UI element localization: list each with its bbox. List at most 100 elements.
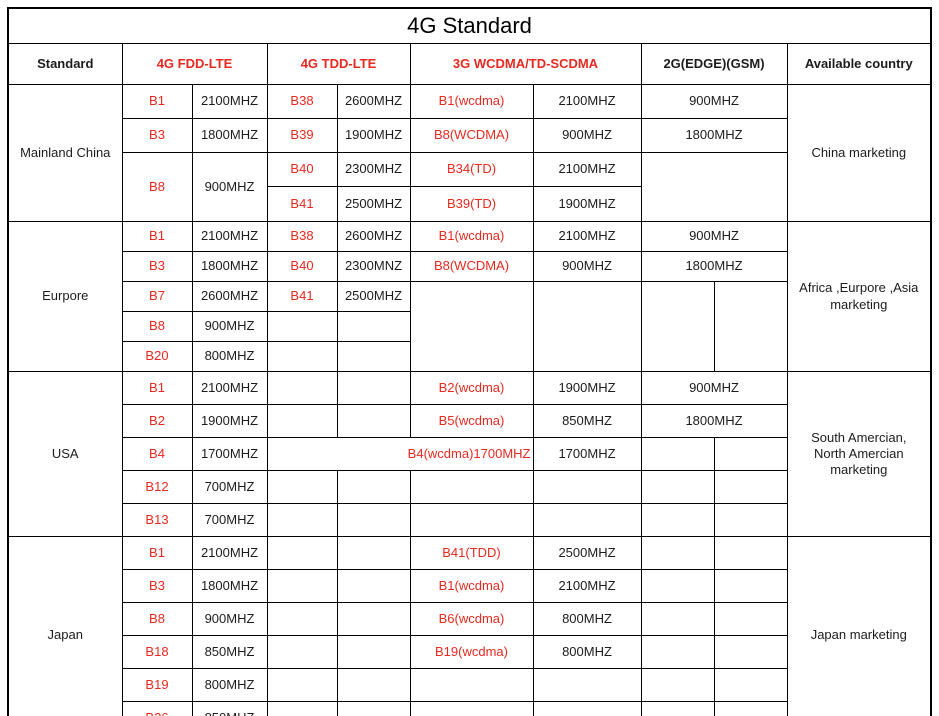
- freq-cell: 800MHZ: [191, 341, 268, 372]
- band-cell: B19(wcdma): [409, 635, 534, 669]
- freq-cell: 1900MHZ: [532, 371, 642, 405]
- freq-cell: 1800MHZ: [191, 118, 268, 153]
- freq-cell: 850MHZ: [191, 701, 268, 716]
- empty-cell: [336, 536, 411, 570]
- empty-cell: [336, 701, 411, 716]
- empty-cell: [640, 503, 715, 537]
- band-cell: B1: [121, 371, 193, 405]
- empty-cell: [409, 281, 534, 372]
- country-cell: China marketing: [786, 84, 932, 222]
- freq-cell: 800MHZ: [191, 668, 268, 702]
- freq-cell: 1700MHZ: [191, 437, 268, 471]
- freq-cell: 850MHZ: [191, 635, 268, 669]
- freq-cell: 900MHZ: [532, 251, 642, 282]
- freq-cell: 1900MHZ: [191, 404, 268, 438]
- freq-cell: 850MHZ: [532, 404, 642, 438]
- freq-cell: 2300MHZ: [336, 152, 411, 187]
- page-title: 4G Standard: [7, 7, 932, 44]
- band-cell: B13: [121, 503, 193, 537]
- freq-cell: 700MHZ: [191, 503, 268, 537]
- freq-cell: 900MHZ: [191, 311, 268, 342]
- empty-cell: [266, 503, 338, 537]
- band-cell: B1(wcdma): [409, 221, 534, 252]
- header-tdd-lte: 4G TDD-LTE: [266, 43, 411, 85]
- empty-cell: [713, 701, 788, 716]
- empty-cell: [532, 503, 642, 537]
- empty-cell: [266, 635, 338, 669]
- table-row: B8 900MHZ: [8, 311, 931, 342]
- band-cell: B4(wcdma)1700MHZ: [266, 437, 534, 471]
- region-cell: USA: [7, 371, 123, 537]
- freq-cell: 1800MHZ: [191, 569, 268, 603]
- band-cell: B20: [121, 341, 193, 372]
- band-cell: B41(TDD): [409, 536, 534, 570]
- band-cell: B41: [266, 186, 338, 222]
- freq-cell: 2600MHZ: [336, 84, 411, 119]
- empty-cell: [266, 569, 338, 603]
- band-cell: B8: [121, 311, 193, 342]
- freq-cell: 2100MHZ: [532, 152, 642, 187]
- freq-cell: 2500MHZ: [336, 281, 411, 312]
- empty-cell: [336, 569, 411, 603]
- empty-cell: [336, 635, 411, 669]
- freq-cell: 2600MHZ: [191, 281, 268, 312]
- band-cell: B5(wcdma): [409, 404, 534, 438]
- empty-cell: [713, 536, 788, 570]
- country-cell: Africa ,Eurpore ,Asia marketing: [786, 221, 932, 372]
- freq-cell: 2100MHZ: [532, 221, 642, 252]
- gsm-cell: 900MHZ: [640, 221, 788, 252]
- band-cell: B4: [121, 437, 193, 471]
- freq-cell: 2500MHZ: [532, 536, 642, 570]
- empty-cell: [640, 635, 715, 669]
- band-cell: B6(wcdma): [409, 602, 534, 636]
- freq-cell: 900MHZ: [532, 118, 642, 153]
- table-row: B3 1800MHZ B39 1900MHZ B8(WCDMA) 900MHZ …: [8, 118, 931, 153]
- table-row: B4 1700MHZ B4(wcdma)1700MHZ 1700MHZ: [8, 437, 931, 471]
- empty-cell: [713, 503, 788, 537]
- header-fdd-lte: 4G FDD-LTE: [121, 43, 268, 85]
- band-cell: B3: [121, 251, 193, 282]
- band-cell: B18: [121, 635, 193, 669]
- empty-cell: [266, 371, 338, 405]
- freq-cell: 2100MHZ: [191, 84, 268, 119]
- freq-cell: 900MHZ: [191, 152, 268, 222]
- gsm-cell: 1800MHZ: [640, 251, 788, 282]
- gsm-cell: 900MHZ: [640, 84, 788, 119]
- empty-cell: [713, 569, 788, 603]
- header-gsm: 2G(EDGE)(GSM): [640, 43, 788, 85]
- band-cell: B3: [121, 569, 193, 603]
- table-row: B19 800MHZ: [8, 668, 931, 702]
- table-row: B12 700MHZ: [8, 470, 931, 504]
- empty-cell: [266, 470, 338, 504]
- gsm-cell: 1800MHZ: [640, 404, 788, 438]
- header-available-country: Available country: [786, 43, 932, 85]
- empty-cell: [266, 602, 338, 636]
- empty-cell: [409, 470, 534, 504]
- band-cell: B8(WCDMA): [409, 251, 534, 282]
- band-cell: B19: [121, 668, 193, 702]
- empty-cell: [266, 311, 338, 342]
- freq-cell: 700MHZ: [191, 470, 268, 504]
- gsm-cell: 1800MHZ: [640, 118, 788, 153]
- freq-cell: 900MHZ: [191, 602, 268, 636]
- empty-cell: [640, 536, 715, 570]
- empty-cell: [266, 701, 338, 716]
- empty-cell: [409, 668, 534, 702]
- empty-cell: [409, 701, 534, 716]
- empty-cell: [266, 404, 338, 438]
- table-row: USA B1 2100MHZ B2(wcdma) 1900MHZ 900MHZ …: [7, 371, 932, 537]
- table-row: Eurpore B1 2100MHZ B38 2600MHZ B1(wcdma)…: [7, 221, 932, 372]
- empty-cell: [713, 281, 788, 372]
- empty-cell: [640, 701, 715, 716]
- empty-cell: [640, 281, 715, 372]
- empty-cell: [336, 503, 411, 537]
- region-cell: Eurpore: [7, 221, 123, 372]
- freq-cell: 2100MHZ: [532, 84, 642, 119]
- band-cell: B39: [266, 118, 338, 153]
- empty-cell: [532, 668, 642, 702]
- band-cell: B34(TD): [409, 152, 534, 187]
- region-cell: Japan: [7, 536, 123, 716]
- empty-cell: [336, 602, 411, 636]
- header-standard: Standard: [7, 43, 123, 85]
- empty-cell: [532, 281, 642, 372]
